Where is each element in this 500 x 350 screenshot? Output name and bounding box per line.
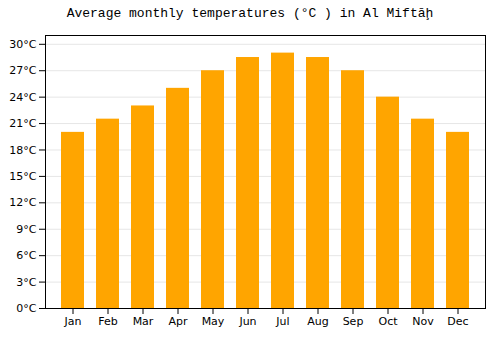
- svg-text:Oct: Oct: [378, 315, 398, 328]
- svg-text:12°C: 12°C: [9, 196, 36, 209]
- svg-text:Sep: Sep: [343, 315, 364, 328]
- svg-text:27°C: 27°C: [9, 64, 36, 77]
- svg-text:Aug: Aug: [307, 315, 328, 328]
- svg-text:21°C: 21°C: [9, 117, 36, 130]
- svg-text:6°C: 6°C: [16, 249, 36, 262]
- svg-text:30°C: 30°C: [9, 38, 36, 51]
- svg-text:18°C: 18°C: [9, 144, 36, 157]
- svg-text:9°C: 9°C: [16, 223, 36, 236]
- svg-text:May: May: [202, 315, 225, 328]
- svg-text:Jan: Jan: [64, 315, 82, 328]
- svg-text:Jul: Jul: [275, 315, 289, 328]
- html-text:Average monthly temperatures (: Average monthly temperatures (°C ) in Al…: [66, 6, 434, 21]
- svg-text:Mar: Mar: [133, 315, 154, 328]
- svg-text:Jun: Jun: [238, 315, 256, 328]
- svg-text:15°C: 15°C: [9, 170, 36, 183]
- svg-text:Apr: Apr: [168, 315, 188, 328]
- svg-text:0°C: 0°C: [16, 302, 36, 315]
- svg-text:Feb: Feb: [98, 315, 117, 328]
- svg-text:24°C: 24°C: [9, 91, 36, 104]
- svg-text:Nov: Nov: [412, 315, 434, 328]
- svg-text:3°C: 3°C: [16, 276, 36, 289]
- svg-text:Dec: Dec: [447, 315, 468, 328]
